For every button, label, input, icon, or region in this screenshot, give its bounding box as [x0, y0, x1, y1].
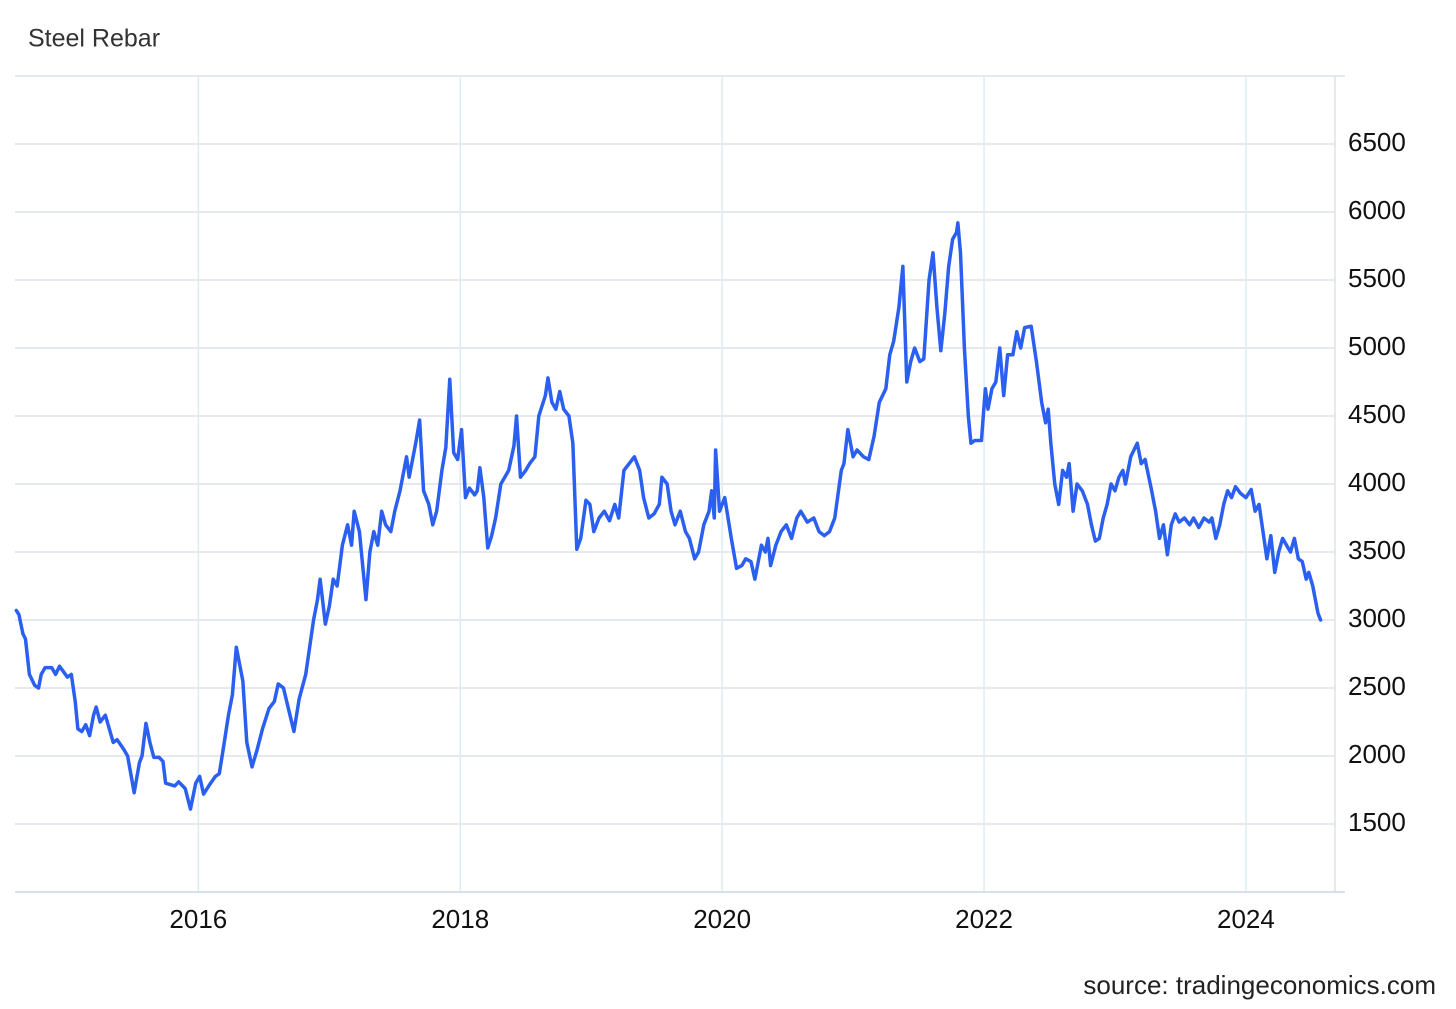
y-tick-label: 4000 — [1348, 467, 1406, 497]
source-note: source: tradingeconomics.com — [1083, 970, 1436, 1000]
y-tick-label: 4500 — [1348, 399, 1406, 429]
y-tick-label: 5000 — [1348, 331, 1406, 361]
price-line — [14, 221, 1323, 811]
x-tick-label: 2024 — [1217, 904, 1275, 934]
x-tick-label: 2020 — [693, 904, 751, 934]
y-tick-label: 6500 — [1348, 127, 1406, 157]
y-tick-label: 3000 — [1348, 603, 1406, 633]
y-tick-label: 2000 — [1348, 739, 1406, 769]
x-tick-label: 2022 — [955, 904, 1013, 934]
y-tick-label: 5500 — [1348, 263, 1406, 293]
chart-title: Steel Rebar — [28, 25, 160, 53]
y-tick-label: 1500 — [1348, 807, 1406, 837]
y-tick-label: 6000 — [1348, 195, 1406, 225]
y-tick-label: 3500 — [1348, 535, 1406, 565]
x-tick-label: 2018 — [431, 904, 489, 934]
y-tick-label: 2500 — [1348, 671, 1406, 701]
x-tick-label: 2016 — [169, 904, 227, 934]
